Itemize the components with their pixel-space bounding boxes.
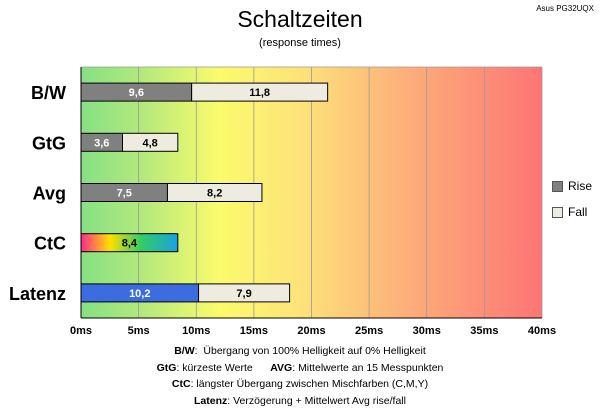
bars: [80, 82, 329, 303]
bar-value-label: 10,2: [129, 288, 150, 300]
legend-rise: Rise: [552, 179, 592, 193]
note-gtg-key: GtG: [156, 361, 177, 374]
legend-rise-swatch: [552, 180, 563, 192]
labels: 0ms 5ms 10ms 15ms 20ms 25ms 30ms 35ms 40ms B/W 9,6…: [9, 83, 556, 337]
note-ctc-text: längster Übergang zwischen Mischfarben (…: [196, 378, 429, 390]
bar-fall: [191, 82, 329, 102]
note-gtg-text: kürzeste Werte: [182, 361, 253, 374]
x-tick-label: 40ms: [528, 325, 556, 337]
chart-notes: B/W: Übergang von 100% Helligkeit auf 0%…: [0, 343, 600, 409]
x-tick-label: 10ms: [182, 325, 210, 337]
bar-value-label: 4,8: [143, 137, 158, 149]
note-bw-text: Übergang von 100% Helligkeit auf 0% Hell…: [203, 345, 426, 357]
bar-value-label: 3,6: [94, 137, 109, 149]
x-tick-label: 35ms: [470, 325, 498, 337]
chart-subtitle: (response times): [259, 37, 341, 49]
bar-fall: [198, 283, 291, 303]
bar-value-label: 8,4: [122, 238, 138, 250]
x-tick-label: 30ms: [413, 325, 441, 337]
x-tick-label: 5ms: [128, 325, 150, 337]
bar-value-label: 11,8: [249, 87, 270, 99]
note-gtg-avg: GtG: kürzeste Werte AVG: Mittelwerte an …: [156, 361, 444, 374]
category-label: CtC: [34, 234, 66, 254]
legend-fall: Fall: [552, 205, 587, 219]
legend-fall-label: Fall: [568, 205, 588, 219]
note-ctc: CtC: längster Übergang zwischen Mischfar…: [171, 378, 429, 390]
category-label: Avg: [33, 184, 66, 204]
chart-title: Schaltzeiten: [237, 6, 363, 32]
note-latenz-key: Latenz: [194, 394, 228, 407]
note-latenz: Latenz: Verzögerung + Mittelwert Avg ris…: [194, 394, 406, 407]
note-avg-text: Mittelwerte an 15 Messpunkten: [298, 361, 444, 374]
bar-fall: [166, 183, 263, 202]
bar-value-label: 9,6: [129, 87, 144, 99]
monitor-model: Asus PG32UQX: [536, 4, 594, 13]
note-latenz-text: Verzögerung + Mittelwert Avg rise/fall: [233, 394, 406, 407]
note-avg-key: AVG: [270, 361, 293, 374]
x-tick-label: 20ms: [297, 325, 325, 337]
note-bw-key: B/W: [174, 345, 195, 357]
legend-fall-swatch: [552, 206, 563, 218]
category-label: B/W: [31, 83, 66, 103]
bar-value-label: 7,9: [236, 288, 251, 300]
bar-value-label: 8,2: [207, 188, 222, 200]
legend-rise-label: Rise: [568, 179, 593, 193]
bar-fall: [121, 132, 179, 152]
x-tick-label: 15ms: [240, 325, 268, 337]
x-tick-label: 0ms: [70, 325, 92, 337]
category-label: Latenz: [9, 284, 66, 304]
bar-value-label: 7,5: [117, 188, 132, 200]
x-tick-label: 25ms: [355, 325, 383, 337]
bar-ctc: [80, 233, 179, 253]
note-bw: B/W: Übergang von 100% Helligkeit auf 0%…: [174, 345, 426, 357]
note-ctc-key: CtC: [171, 378, 191, 390]
category-label: GtG: [32, 133, 66, 153]
